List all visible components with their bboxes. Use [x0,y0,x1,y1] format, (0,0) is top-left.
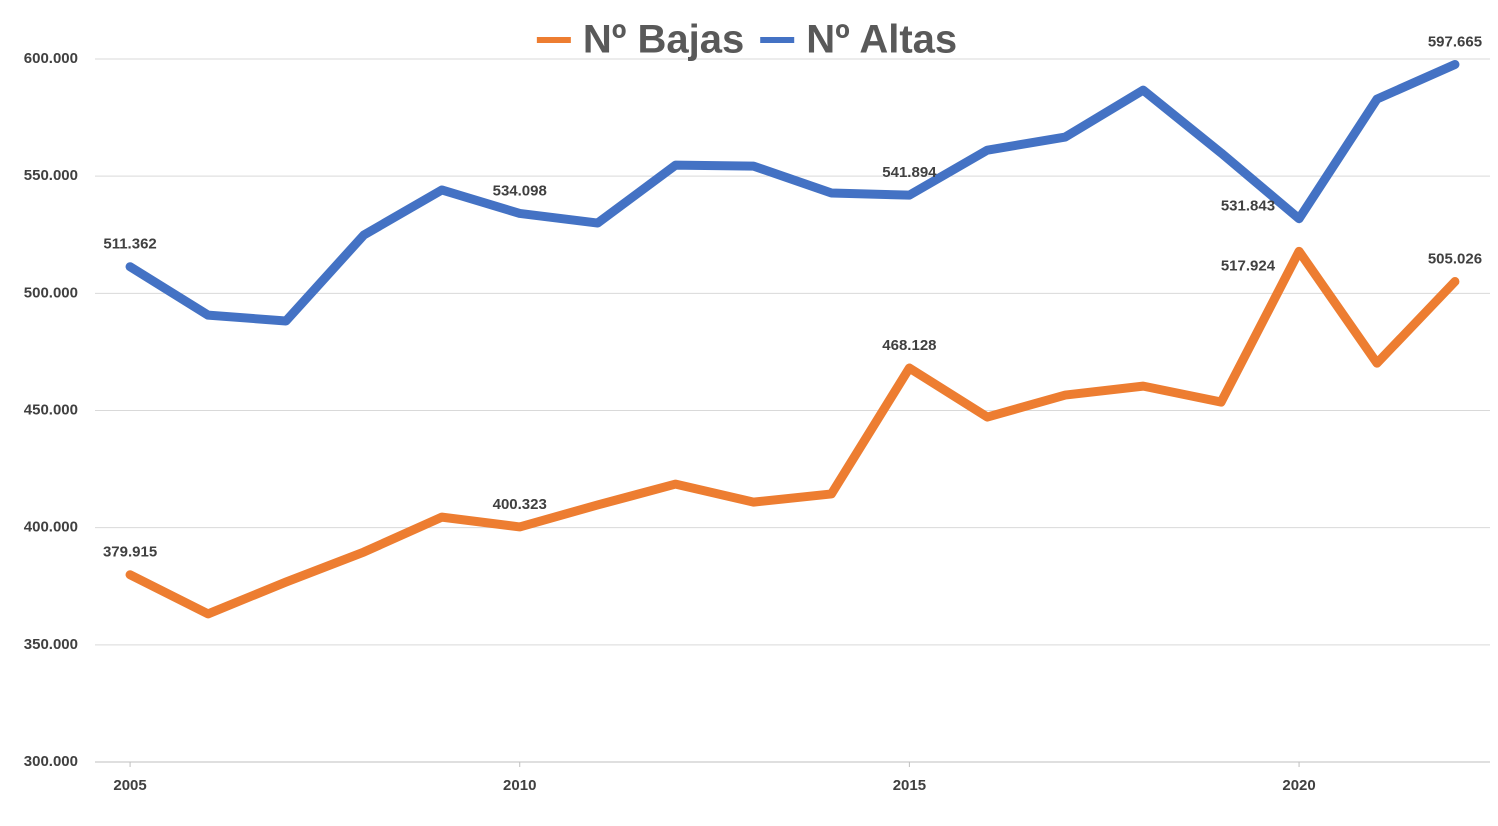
data-label: 531.843 [1221,198,1275,215]
data-label: 400.323 [493,496,547,513]
x-tick-label: 2020 [1282,777,1315,794]
data-label: 468.128 [882,337,936,354]
x-tick-label: 2005 [113,777,146,794]
y-tick-label: 300.000 [24,753,78,770]
data-label: 541.894 [882,164,937,181]
legend-label: Nº Bajas [583,18,744,62]
y-tick-label: 350.000 [24,636,78,653]
y-tick-label: 500.000 [24,284,78,301]
x-tick-label: 2015 [893,777,926,794]
y-tick-label: 400.000 [24,519,78,536]
data-label: 517.924 [1221,257,1276,274]
data-label: 379.915 [103,544,157,561]
legend-label: Nº Altas [806,18,957,62]
data-label: 511.362 [103,236,156,253]
series-line [125,246,1460,619]
y-tick-label: 450.000 [24,401,78,418]
data-label: 534.098 [493,182,547,199]
data-label: 597.665 [1428,33,1482,50]
y-tick-label: 550.000 [24,167,78,184]
y-tick-label: 600.000 [24,50,78,67]
series-line [125,59,1460,326]
x-tick-label: 2010 [503,777,536,794]
data-label: 505.026 [1428,251,1482,268]
